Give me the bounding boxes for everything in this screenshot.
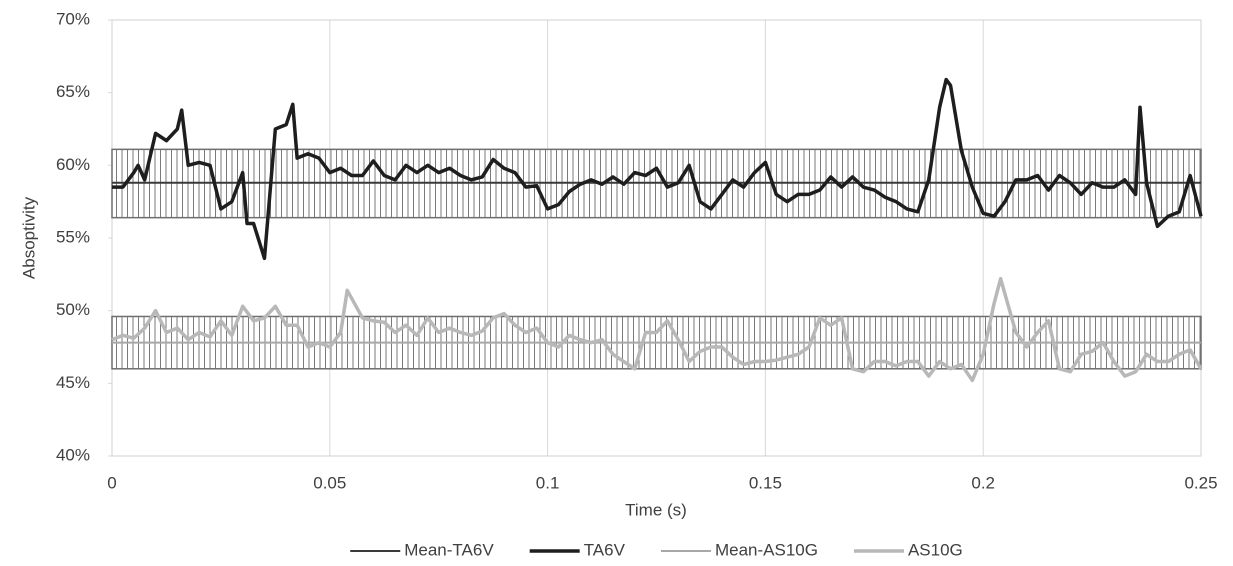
y-tick-label: 45% bbox=[56, 373, 90, 392]
y-tick-label: 50% bbox=[56, 300, 90, 319]
x-tick-label: 0 bbox=[107, 473, 116, 492]
x-tick-label: 0.05 bbox=[313, 473, 346, 492]
y-tick-label: 65% bbox=[56, 82, 90, 101]
y-tick-label: 40% bbox=[56, 445, 90, 464]
legend-label: Mean-AS10G bbox=[715, 540, 818, 559]
y-tick-label: 60% bbox=[56, 155, 90, 174]
legend-label: TA6V bbox=[584, 540, 626, 559]
legend-label: AS10G bbox=[908, 540, 963, 559]
plot-border bbox=[111, 19, 1202, 457]
x-tick-label: 0.2 bbox=[971, 473, 995, 492]
y-tick-label: 55% bbox=[56, 227, 90, 246]
legend: Mean-TA6V TA6V Mean-AS10G AS10G bbox=[350, 540, 963, 559]
x-axis-title: Time (s) bbox=[625, 500, 687, 519]
x-tick-label: 0.25 bbox=[1184, 473, 1217, 492]
series-line bbox=[112, 77, 1203, 261]
series-line bbox=[111, 276, 1203, 383]
y-tick-label: 70% bbox=[56, 9, 90, 28]
x-tick-label: 0.1 bbox=[536, 473, 560, 492]
y-axis-title: Absoptivity bbox=[19, 196, 38, 279]
x-tick-label: 0.15 bbox=[749, 473, 782, 492]
legend-label: Mean-TA6V bbox=[404, 540, 494, 559]
